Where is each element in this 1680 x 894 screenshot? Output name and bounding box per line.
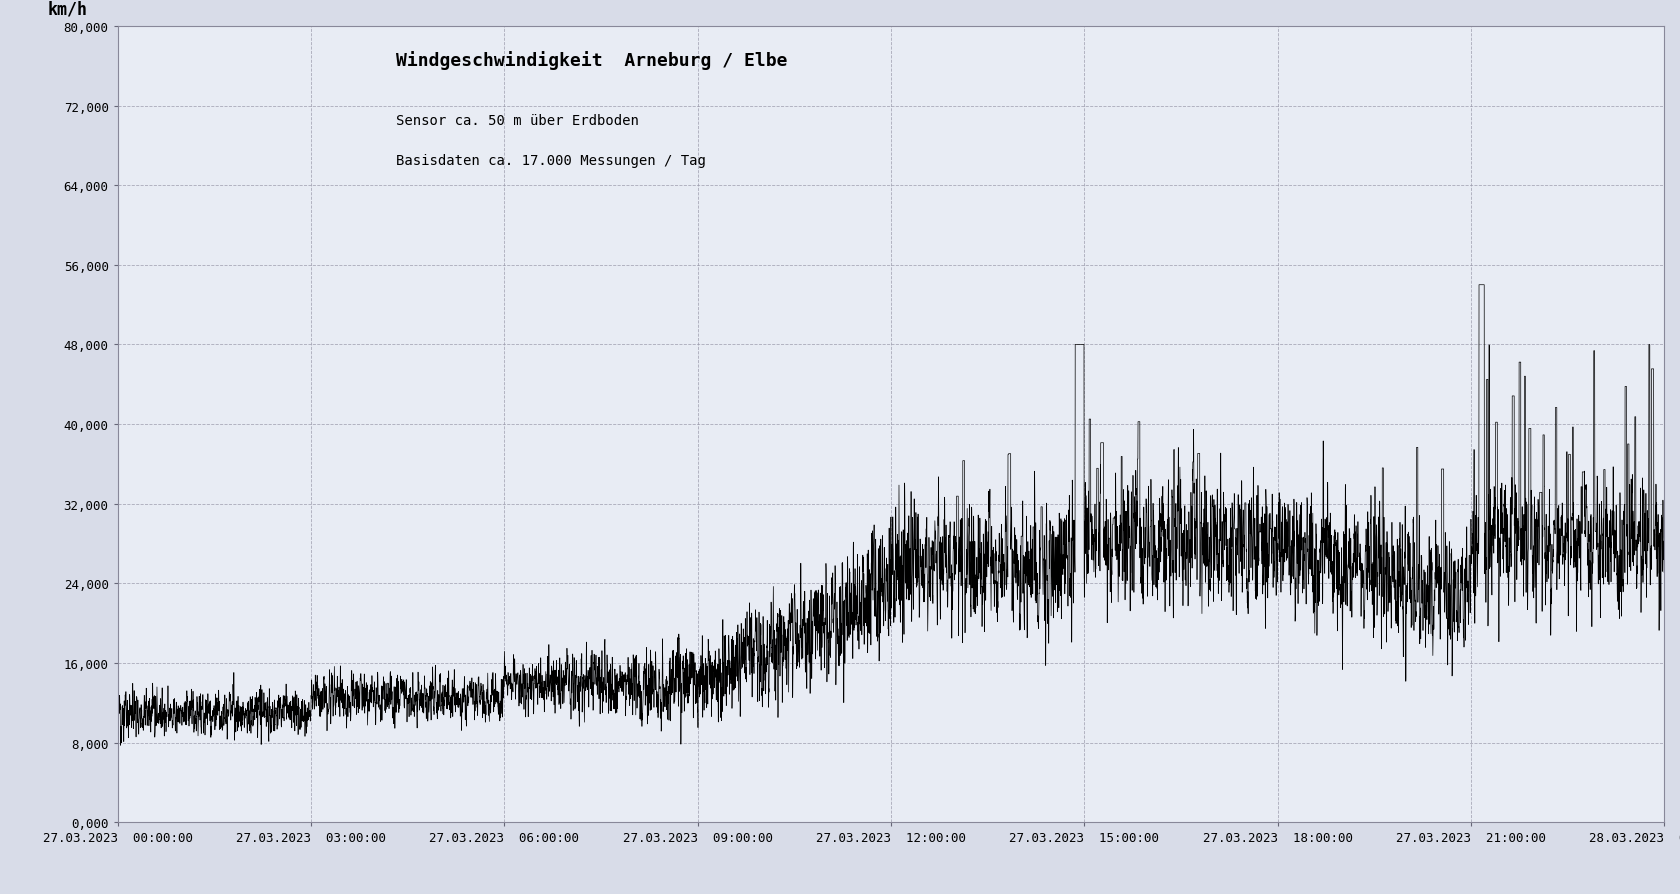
Text: Windgeschwindigkeit  Arneburg / Elbe: Windgeschwindigkeit Arneburg / Elbe (396, 51, 786, 70)
Text: km/h: km/h (49, 1, 87, 19)
Text: Sensor ca. 50 m über Erdboden: Sensor ca. 50 m über Erdboden (396, 114, 638, 129)
Text: Basisdaten ca. 17.000 Messungen / Tag: Basisdaten ca. 17.000 Messungen / Tag (396, 154, 706, 168)
